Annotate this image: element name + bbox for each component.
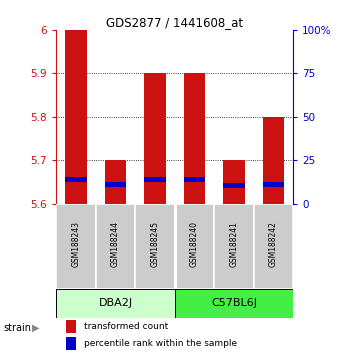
- Bar: [105, 160, 127, 204]
- Text: percentile rank within the sample: percentile rank within the sample: [84, 339, 237, 348]
- Bar: [144, 74, 166, 204]
- Text: ▶: ▶: [32, 323, 40, 333]
- Bar: [263, 117, 284, 204]
- Text: GSM188243: GSM188243: [72, 222, 80, 267]
- Bar: [184, 74, 205, 204]
- Bar: [65, 30, 87, 204]
- Bar: [175, 289, 293, 318]
- Text: GSM188244: GSM188244: [111, 222, 120, 267]
- Text: transformed count: transformed count: [84, 322, 168, 331]
- Text: GSM188242: GSM188242: [269, 222, 278, 267]
- Text: DBA2J: DBA2J: [99, 298, 133, 308]
- Bar: [66, 337, 76, 350]
- Text: GSM188245: GSM188245: [150, 222, 160, 267]
- Bar: [223, 183, 245, 188]
- Text: GSM188241: GSM188241: [229, 222, 238, 267]
- Bar: [254, 204, 293, 289]
- Bar: [175, 204, 214, 289]
- Bar: [135, 204, 175, 289]
- Bar: [56, 204, 96, 289]
- Bar: [144, 177, 166, 182]
- Bar: [56, 289, 175, 318]
- Bar: [96, 204, 135, 289]
- Bar: [223, 160, 245, 204]
- Bar: [65, 177, 87, 182]
- Bar: [105, 182, 127, 187]
- Bar: [66, 320, 76, 333]
- Title: GDS2877 / 1441608_at: GDS2877 / 1441608_at: [106, 16, 243, 29]
- Bar: [263, 182, 284, 187]
- Bar: [214, 204, 254, 289]
- Bar: [184, 177, 205, 182]
- Text: strain: strain: [3, 323, 31, 333]
- Text: C57BL6J: C57BL6J: [211, 298, 257, 308]
- Text: GSM188240: GSM188240: [190, 222, 199, 267]
